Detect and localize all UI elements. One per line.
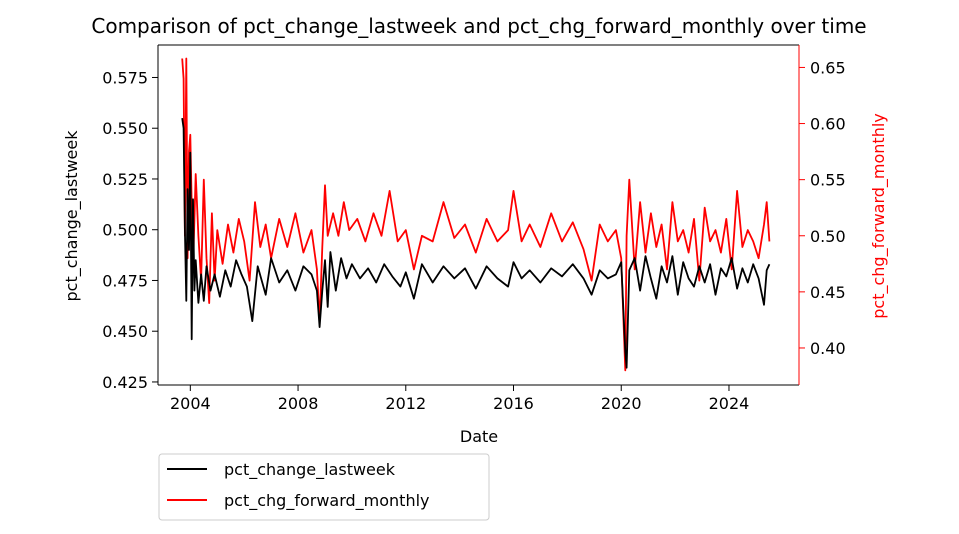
chart-title: Comparison of pct_change_lastweek and pc… <box>91 14 866 38</box>
x-tick-label: 2024 <box>709 394 750 413</box>
x-tick-label: 2016 <box>493 394 534 413</box>
left-y-tick-label: 0.500 <box>102 221 148 240</box>
left-y-tick-label: 0.475 <box>102 271 148 290</box>
x-tick-label: 2004 <box>170 394 211 413</box>
right-y-tick-label: 0.55 <box>810 171 846 190</box>
right-series-group <box>181 57 771 372</box>
left-y-axis-ticks: 0.425 0.450 0.475 0.500 0.525 0.550 0.575 <box>102 68 158 392</box>
legend-box <box>158 453 490 521</box>
left-y-tick-label: 0.525 <box>102 170 148 189</box>
plot-area <box>181 57 771 372</box>
left-series-group <box>181 117 771 369</box>
right-y-tick-label: 0.45 <box>810 283 846 302</box>
right-y-axis-label: pct_chg_forward_monthly <box>869 113 889 319</box>
legend: pct_change_lastweek pct_chg_forward_mont… <box>158 453 490 521</box>
legend-label-left-series: pct_change_lastweek <box>224 460 396 480</box>
series-line-left <box>181 117 771 369</box>
x-axis-ticks: 2004 2008 2012 2016 2020 2024 <box>170 385 749 413</box>
left-y-tick-label: 0.450 <box>102 322 148 341</box>
right-y-tick-label: 0.40 <box>810 339 846 358</box>
left-y-axis-label: pct_change_lastweek <box>62 130 82 302</box>
legend-label-right-series: pct_chg_forward_monthly <box>224 491 430 511</box>
x-tick-label: 2020 <box>601 394 642 413</box>
left-y-tick-label: 0.550 <box>102 119 148 138</box>
x-tick-label: 2012 <box>385 394 426 413</box>
right-y-tick-label: 0.50 <box>810 227 846 246</box>
left-y-tick-label: 0.575 <box>102 68 148 87</box>
left-y-tick-label: 0.425 <box>102 373 148 392</box>
x-axis-label: Date <box>460 427 498 446</box>
right-y-tick-label: 0.60 <box>810 115 846 134</box>
right-y-axis-ticks: 0.40 0.45 0.50 0.55 0.60 0.65 <box>799 58 846 358</box>
x-tick-label: 2008 <box>278 394 319 413</box>
right-y-tick-label: 0.65 <box>810 58 846 77</box>
plot-frame <box>157 44 800 386</box>
series-line-right <box>181 57 771 372</box>
